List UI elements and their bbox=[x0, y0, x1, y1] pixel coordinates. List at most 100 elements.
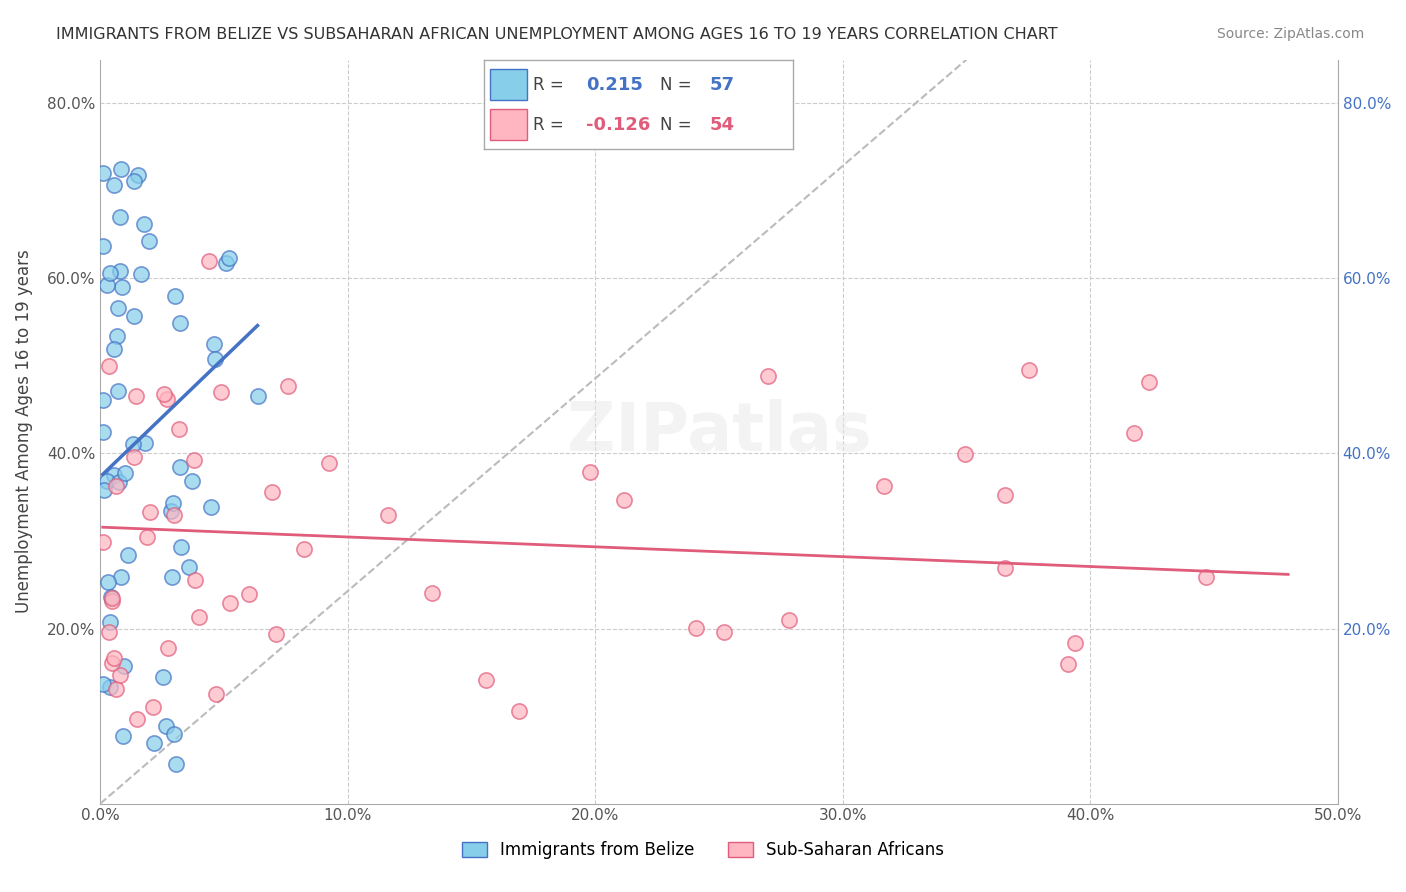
Point bbox=[713, 625, 735, 640]
Point bbox=[167, 422, 190, 436]
Point bbox=[756, 368, 779, 383]
Point bbox=[685, 621, 707, 635]
Point bbox=[183, 573, 205, 587]
Point bbox=[198, 254, 221, 268]
Point bbox=[209, 385, 232, 400]
Point bbox=[169, 459, 191, 474]
Point bbox=[579, 465, 602, 479]
Point bbox=[142, 700, 165, 714]
Point bbox=[218, 596, 240, 610]
Point bbox=[125, 389, 148, 403]
Point bbox=[1195, 570, 1218, 584]
Point bbox=[122, 309, 145, 323]
Point bbox=[277, 378, 299, 392]
Point bbox=[475, 673, 498, 687]
Text: Source: ZipAtlas.com: Source: ZipAtlas.com bbox=[1216, 27, 1364, 41]
Point bbox=[138, 235, 160, 249]
Point bbox=[91, 238, 114, 252]
Point bbox=[105, 682, 128, 697]
Point bbox=[179, 560, 201, 574]
Point bbox=[953, 447, 976, 461]
Point bbox=[100, 594, 122, 608]
Point bbox=[117, 548, 139, 562]
Point bbox=[103, 650, 125, 665]
Point bbox=[131, 267, 153, 281]
Point bbox=[97, 624, 120, 639]
Point bbox=[508, 704, 530, 718]
Point bbox=[91, 166, 114, 180]
Point bbox=[143, 736, 166, 750]
Point bbox=[162, 496, 184, 510]
Point bbox=[132, 218, 155, 232]
Point bbox=[246, 389, 269, 403]
Point bbox=[214, 256, 236, 270]
Point bbox=[420, 586, 443, 600]
Point bbox=[318, 456, 340, 470]
Point bbox=[122, 450, 145, 465]
Point bbox=[107, 301, 129, 315]
Point bbox=[98, 680, 121, 694]
Point bbox=[994, 561, 1017, 575]
Legend: Immigrants from Belize, Sub-Saharan Africans: Immigrants from Belize, Sub-Saharan Afri… bbox=[456, 835, 950, 866]
Y-axis label: Unemployment Among Ages 16 to 19 years: Unemployment Among Ages 16 to 19 years bbox=[15, 250, 32, 614]
Point bbox=[112, 658, 135, 673]
Point bbox=[93, 483, 115, 497]
Point bbox=[112, 729, 135, 743]
Point bbox=[202, 337, 225, 351]
Point bbox=[163, 508, 186, 522]
Point bbox=[98, 267, 121, 281]
Point bbox=[152, 670, 174, 684]
Point bbox=[108, 264, 131, 278]
Text: IMMIGRANTS FROM BELIZE VS SUBSAHARAN AFRICAN UNEMPLOYMENT AMONG AGES 16 TO 19 YE: IMMIGRANTS FROM BELIZE VS SUBSAHARAN AFR… bbox=[56, 27, 1057, 42]
Point bbox=[1137, 376, 1160, 390]
Point bbox=[108, 667, 131, 681]
Point bbox=[163, 289, 186, 303]
Point bbox=[162, 727, 184, 741]
Point bbox=[107, 384, 129, 398]
Point bbox=[994, 487, 1017, 501]
Point bbox=[204, 352, 226, 367]
Point bbox=[181, 474, 204, 488]
Point bbox=[170, 540, 193, 554]
Point bbox=[96, 474, 118, 488]
Point bbox=[114, 466, 136, 480]
Point bbox=[134, 435, 156, 450]
Point bbox=[156, 392, 179, 406]
Point bbox=[156, 641, 179, 656]
Point bbox=[1123, 425, 1146, 440]
Point bbox=[187, 610, 209, 624]
Point bbox=[100, 590, 122, 604]
Point bbox=[377, 508, 399, 523]
Text: ZIPatlas: ZIPatlas bbox=[567, 399, 872, 465]
Point bbox=[100, 656, 122, 670]
Point bbox=[1064, 636, 1087, 650]
Point bbox=[160, 570, 183, 584]
Point bbox=[104, 479, 127, 493]
Point bbox=[91, 535, 114, 549]
Point bbox=[105, 329, 128, 343]
Point bbox=[122, 174, 145, 188]
Point bbox=[110, 210, 132, 224]
Point bbox=[183, 452, 205, 467]
Point bbox=[1057, 657, 1080, 672]
Point bbox=[778, 614, 800, 628]
Point bbox=[613, 492, 636, 507]
Point bbox=[264, 626, 287, 640]
Point bbox=[110, 569, 132, 583]
Point bbox=[111, 280, 134, 294]
Point bbox=[169, 316, 191, 330]
Point bbox=[292, 542, 315, 557]
Point bbox=[155, 718, 177, 732]
Point bbox=[91, 676, 114, 690]
Point bbox=[91, 393, 114, 408]
Point bbox=[139, 505, 162, 519]
Point bbox=[160, 504, 183, 518]
Point bbox=[110, 161, 132, 176]
Point bbox=[238, 587, 260, 601]
Point bbox=[96, 277, 118, 292]
Point bbox=[165, 757, 187, 772]
Point bbox=[98, 615, 121, 630]
Point bbox=[103, 178, 125, 192]
Point bbox=[127, 168, 149, 182]
Point bbox=[100, 591, 122, 605]
